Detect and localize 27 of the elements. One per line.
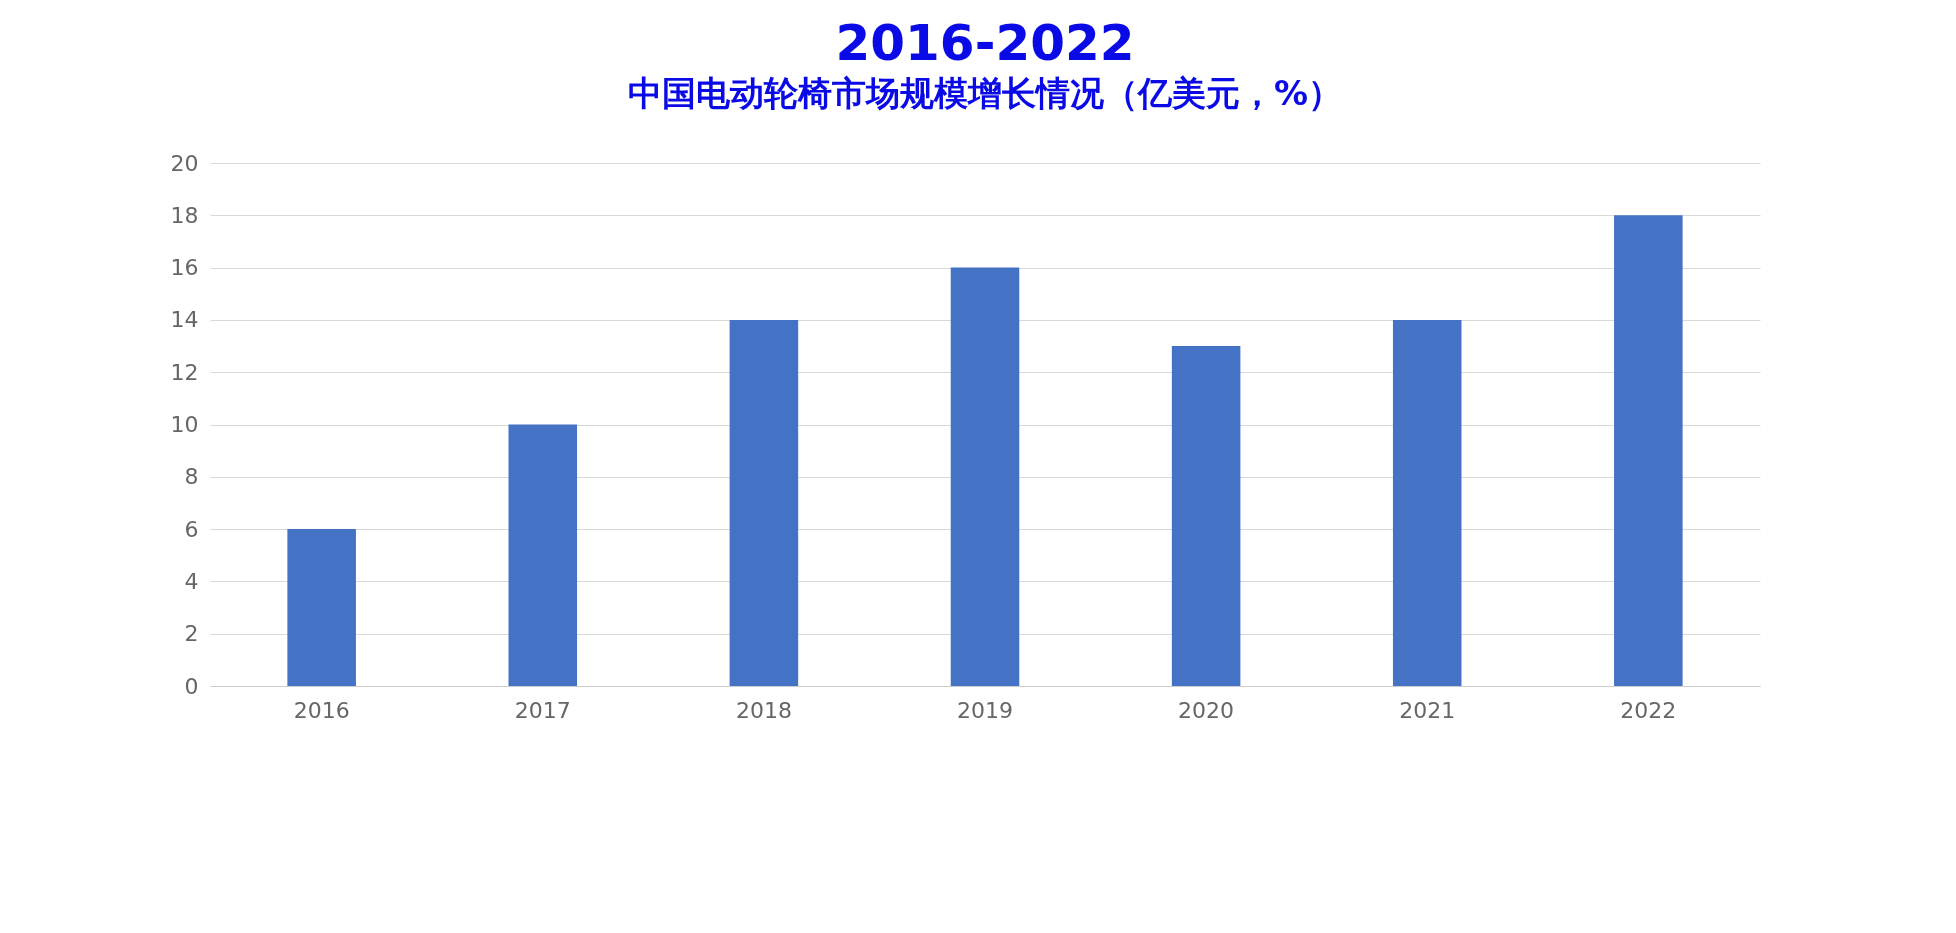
bar xyxy=(508,424,578,686)
x-tick-label: 2020 xyxy=(1178,697,1235,723)
bar xyxy=(729,319,799,686)
y-tick-label: 16 xyxy=(170,255,199,281)
y-tick-label: 4 xyxy=(184,568,199,594)
y-tick-label: 6 xyxy=(184,516,199,542)
bar xyxy=(1614,215,1683,686)
chart-title: 2016-2022 xyxy=(835,14,1135,72)
x-tick-label: 2021 xyxy=(1399,697,1456,723)
y-tick-label: 2 xyxy=(184,621,199,647)
y-tick-label: 8 xyxy=(184,464,199,490)
x-tick-label: 2018 xyxy=(735,697,792,723)
y-tick-label: 12 xyxy=(170,359,199,385)
bar xyxy=(1392,319,1462,686)
x-tick-label: 2017 xyxy=(514,697,571,723)
x-tick-label: 2022 xyxy=(1620,697,1677,723)
bar xyxy=(287,529,356,686)
bar xyxy=(950,267,1020,686)
x-tick-label: 2019 xyxy=(957,697,1013,723)
chart-subtitle: 中国电动轮椅市场规模增长情况（亿美元，%） xyxy=(627,73,1343,113)
x-tick-label: 2016 xyxy=(293,697,350,723)
y-tick-label: 14 xyxy=(170,307,199,333)
y-tick-label: 20 xyxy=(170,150,199,176)
y-tick-label: 10 xyxy=(170,412,199,437)
y-tick-label: 18 xyxy=(170,202,199,228)
bar xyxy=(1171,346,1241,686)
y-tick-label: 0 xyxy=(184,673,199,699)
